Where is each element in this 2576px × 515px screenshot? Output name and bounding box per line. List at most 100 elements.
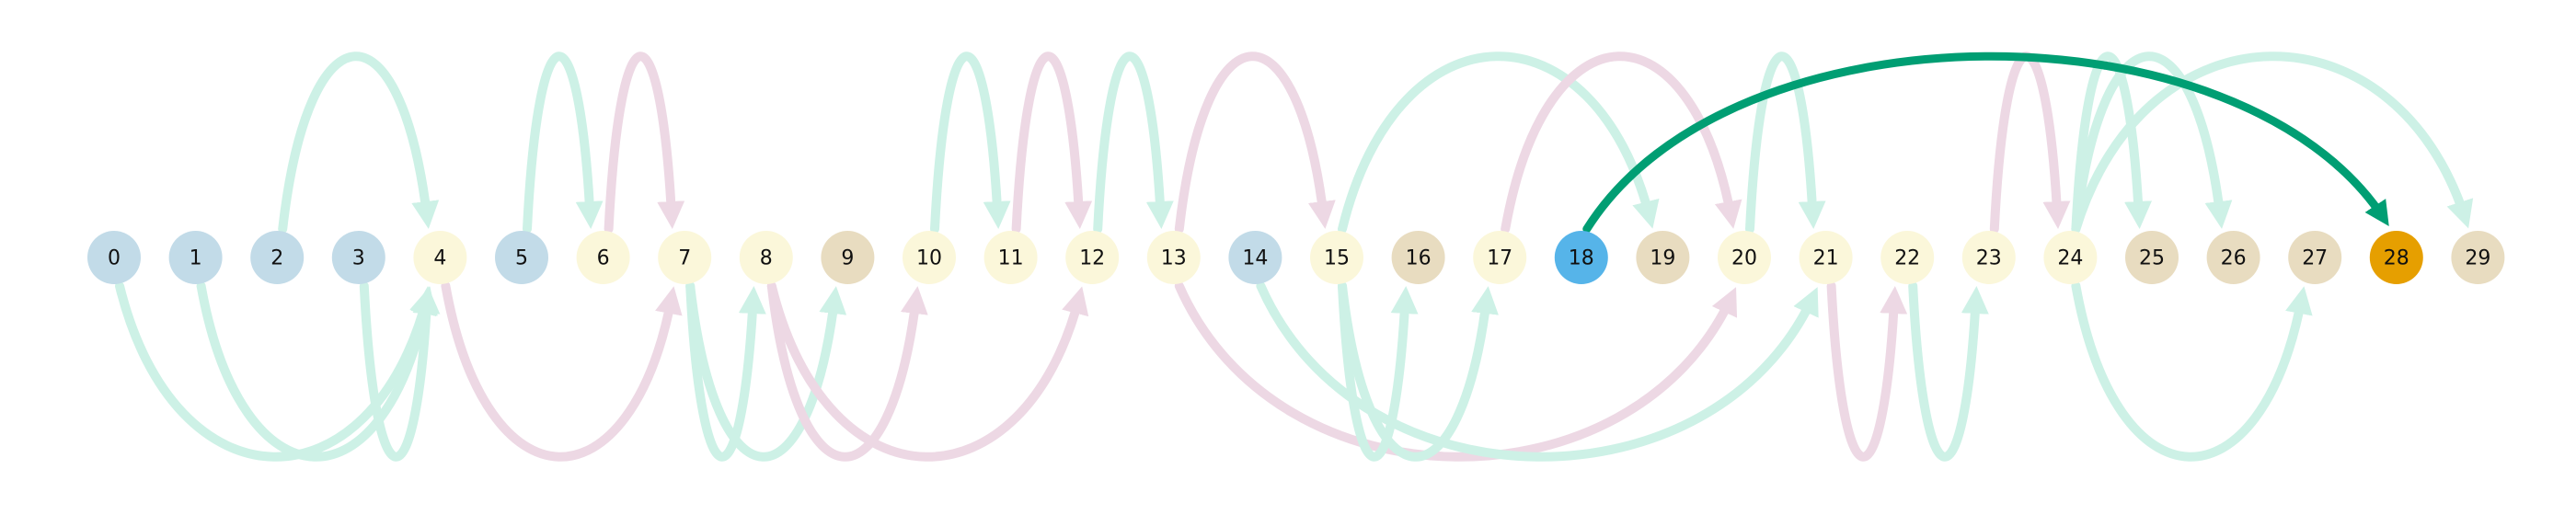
- edge-0-to-4: [115, 281, 437, 462]
- node-label: 14: [1242, 247, 1268, 270]
- node-circle: [1554, 231, 1608, 284]
- node-circle: [576, 231, 630, 284]
- node-5: 5: [495, 231, 548, 284]
- node-label: 29: [2465, 247, 2490, 270]
- node-label: 18: [1569, 247, 1594, 270]
- node-4: 4: [413, 231, 467, 284]
- node-circle: [495, 231, 548, 284]
- node-label: 25: [2139, 247, 2165, 270]
- node-label: 4: [433, 247, 446, 270]
- node-circle: [1718, 231, 1771, 284]
- node-label: 7: [678, 247, 691, 270]
- edge-5-to-6: [523, 52, 604, 234]
- node-10: 10: [903, 231, 956, 284]
- node-24: 24: [2043, 231, 2098, 284]
- edge-6-to-7: [604, 52, 685, 234]
- nodes-layer: 0 1 2 3 4 5 6 7 8 9 10 11 12 13 14 15 16 17 18 19 20 21 22 23 24…: [87, 231, 2505, 284]
- edge-7-to-9: [685, 281, 847, 462]
- node-circle: [658, 231, 712, 284]
- node-circle: [87, 231, 141, 284]
- node-13: 13: [1146, 231, 1201, 284]
- node-circle: [1799, 231, 1853, 284]
- node-12: 12: [1065, 231, 1120, 284]
- node-circle: [739, 231, 793, 284]
- edge-14-to-21: [1256, 281, 1819, 462]
- node-11: 11: [983, 231, 1038, 284]
- node-circle: [903, 231, 956, 284]
- node-label: 16: [1406, 247, 1432, 270]
- edge-24-to-29: [2071, 52, 2474, 234]
- edge-22-to-23: [1908, 281, 1989, 462]
- node-label: 27: [2302, 247, 2328, 270]
- edge-24-to-25: [2071, 52, 2153, 234]
- node-circle: [1228, 231, 1282, 284]
- node-label: 0: [108, 247, 121, 270]
- node-19: 19: [1636, 231, 1690, 284]
- edge-15-to-19: [1338, 52, 1660, 234]
- node-circle: [1310, 231, 1363, 284]
- node-circle: [1636, 231, 1690, 284]
- edge-24-to-27: [2071, 281, 2313, 462]
- node-label: 11: [998, 247, 1024, 270]
- edge-13-to-20: [1174, 281, 1738, 462]
- node-label: 21: [1813, 247, 1839, 270]
- node-1: 1: [168, 231, 223, 284]
- node-circle: [1146, 231, 1201, 284]
- node-20: 20: [1718, 231, 1771, 284]
- node-label: 13: [1161, 247, 1187, 270]
- node-label: 2: [270, 247, 283, 270]
- node-circle: [1473, 231, 1527, 284]
- node-circle: [1065, 231, 1120, 284]
- node-16: 16: [1391, 231, 1445, 284]
- node-circle: [1961, 231, 2016, 284]
- edge-24-to-26: [2071, 52, 2233, 234]
- edge-10-to-11: [930, 52, 1011, 234]
- node-9: 9: [821, 231, 875, 284]
- node-27: 27: [2288, 231, 2342, 284]
- edge-3-to-4: [359, 281, 441, 462]
- node-label: 5: [515, 247, 528, 270]
- node-circle: [983, 231, 1038, 284]
- edge-4-to-7: [441, 281, 683, 462]
- node-28: 28: [2369, 231, 2423, 284]
- node-label: 17: [1487, 247, 1512, 270]
- edge-12-to-13: [1093, 52, 1174, 234]
- node-2: 2: [250, 231, 305, 284]
- node-circle: [2369, 231, 2423, 284]
- edge-1-to-4: [196, 281, 438, 462]
- node-25: 25: [2125, 231, 2179, 284]
- node-circle: [331, 231, 385, 284]
- node-label: 20: [1731, 247, 1757, 270]
- edge-8-to-12: [766, 281, 1089, 462]
- node-circle: [2451, 231, 2505, 284]
- node-3: 3: [331, 231, 385, 284]
- node-label: 15: [1324, 247, 1350, 270]
- edge-7-to-8: [685, 281, 766, 462]
- edge-20-to-21: [1745, 52, 1826, 234]
- node-label: 1: [190, 247, 202, 270]
- node-label: 6: [597, 247, 610, 270]
- node-circle: [1880, 231, 1935, 284]
- node-label: 9: [841, 247, 854, 270]
- node-7: 7: [658, 231, 712, 284]
- node-label: 23: [1976, 247, 2002, 270]
- node-26: 26: [2206, 231, 2260, 284]
- node-6: 6: [576, 231, 630, 284]
- node-circle: [2206, 231, 2260, 284]
- edge-13-to-15: [1174, 52, 1336, 234]
- edge-23-to-24: [1989, 52, 2071, 234]
- node-label: 8: [760, 247, 773, 270]
- node-circle: [821, 231, 875, 284]
- node-17: 17: [1473, 231, 1527, 284]
- node-15: 15: [1310, 231, 1363, 284]
- node-circle: [1391, 231, 1445, 284]
- edge-15-to-16: [1338, 281, 1419, 462]
- edges-layer: [115, 52, 2474, 462]
- node-label: 19: [1650, 247, 1675, 270]
- node-label: 26: [2221, 247, 2247, 270]
- edge-8-to-10: [766, 281, 928, 462]
- edge-18-to-28: [1582, 52, 2389, 234]
- node-label: 10: [916, 247, 942, 270]
- node-21: 21: [1799, 231, 1853, 284]
- node-14: 14: [1228, 231, 1282, 284]
